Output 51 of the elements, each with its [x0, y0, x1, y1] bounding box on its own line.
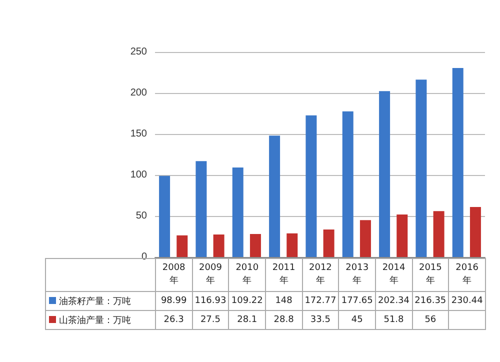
bar — [452, 68, 464, 257]
legend-label: 山茶油产量：万吨 — [46, 310, 156, 330]
bar — [269, 136, 280, 257]
bar — [379, 91, 390, 257]
bar — [342, 111, 354, 257]
x-tick-label: 2015年 — [412, 258, 449, 292]
x-tick-label: 2016年 — [448, 258, 486, 292]
data-label: 172.77 — [302, 292, 339, 310]
bar — [433, 211, 444, 257]
bar — [250, 234, 261, 257]
data-label: 28.8 — [265, 310, 302, 330]
x-tick-label: 2014年 — [375, 258, 412, 292]
bar — [470, 206, 481, 257]
data-label: 202.34 — [375, 292, 412, 310]
y-tick-label: 250 — [130, 46, 148, 58]
data-label: 109.22 — [228, 292, 266, 310]
bar — [416, 80, 427, 257]
data-label: 116.93 — [192, 292, 229, 310]
bar — [176, 235, 188, 257]
data-label: 28.1 — [228, 310, 266, 330]
bar — [306, 115, 317, 257]
bar — [360, 220, 371, 257]
legend-label: 油茶籽产量：万吨 — [46, 292, 156, 310]
data-label: 27.5 — [192, 310, 229, 330]
bar — [196, 161, 207, 257]
data-label: 26.3 — [156, 310, 192, 330]
bar — [159, 176, 170, 257]
data-label: 148 — [265, 292, 302, 310]
data-label: 51.8 — [375, 310, 412, 330]
bar — [396, 214, 408, 257]
x-tick-label: 2008年 — [156, 258, 192, 292]
data-label: 177.65 — [338, 292, 376, 310]
x-tick-label: 2011年 — [265, 258, 302, 292]
x-tick-label: 2013年 — [338, 258, 376, 292]
data-label: 230.44 — [448, 292, 486, 310]
y-tick-label: 50 — [136, 210, 148, 222]
data-label: 45 — [338, 310, 376, 330]
data-label: 98.99 — [156, 292, 192, 310]
data-label: 216.35 — [412, 292, 449, 310]
bar — [232, 167, 244, 257]
y-tick-label: 100 — [130, 170, 148, 180]
bar — [286, 233, 298, 257]
data-label: 56 — [412, 310, 449, 330]
bar — [323, 230, 334, 257]
bar — [213, 234, 224, 257]
y-tick-label: 150 — [130, 128, 148, 140]
y-tick-label: 200 — [130, 88, 148, 98]
x-tick-label: 2009年 — [192, 258, 229, 292]
data-label: 33.5 — [302, 310, 339, 330]
x-tick-label: 2012年 — [302, 258, 339, 292]
x-tick-label: 2010年 — [228, 258, 266, 292]
